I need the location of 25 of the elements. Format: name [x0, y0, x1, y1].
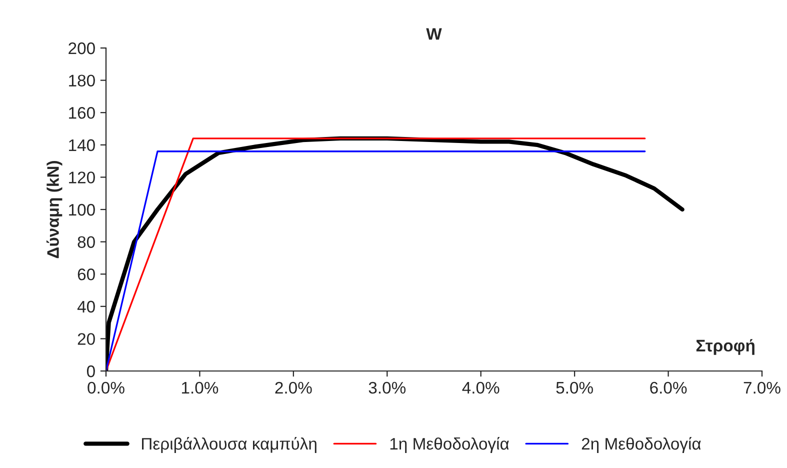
y-tick-label: 40: [77, 300, 95, 313]
y-tick-label: 200: [68, 42, 95, 54]
x-tick-label: 0.0%: [88, 382, 124, 394]
legend-label: 1η Μεθοδολογία: [390, 436, 509, 453]
y-tick-label: 160: [69, 107, 95, 119]
x-tick-label: 5.0%: [556, 382, 593, 394]
x-tick-label: 6.0%: [650, 382, 687, 394]
y-tick-label: 120: [69, 172, 95, 184]
x-tick-label: 2.0%: [275, 382, 312, 394]
y-tick-label: 80: [78, 236, 95, 248]
y-tick-label: 140: [69, 139, 95, 152]
legend-label: Περιβάλλουσα καμπύλη: [142, 436, 316, 453]
legend-label: 2η Μεθοδολογία: [582, 436, 701, 453]
x-axis-title: Στροφή: [696, 339, 754, 355]
y-tick-label: 0: [86, 365, 95, 378]
x-tick-label: 7.0%: [744, 382, 780, 394]
chart-title: W: [426, 28, 442, 40]
x-tick-label: 4.0%: [462, 382, 500, 394]
x-tick-label: 3.0%: [368, 382, 406, 394]
y-tick-label: 60: [78, 268, 95, 280]
y-tick-label: 20: [78, 333, 95, 345]
y-tick-label: 100: [69, 204, 95, 216]
y-axis-title: Δύναμη (kN): [46, 161, 62, 258]
y-tick-label: 180: [69, 74, 95, 87]
x-tick-label: 1.0%: [182, 382, 218, 394]
